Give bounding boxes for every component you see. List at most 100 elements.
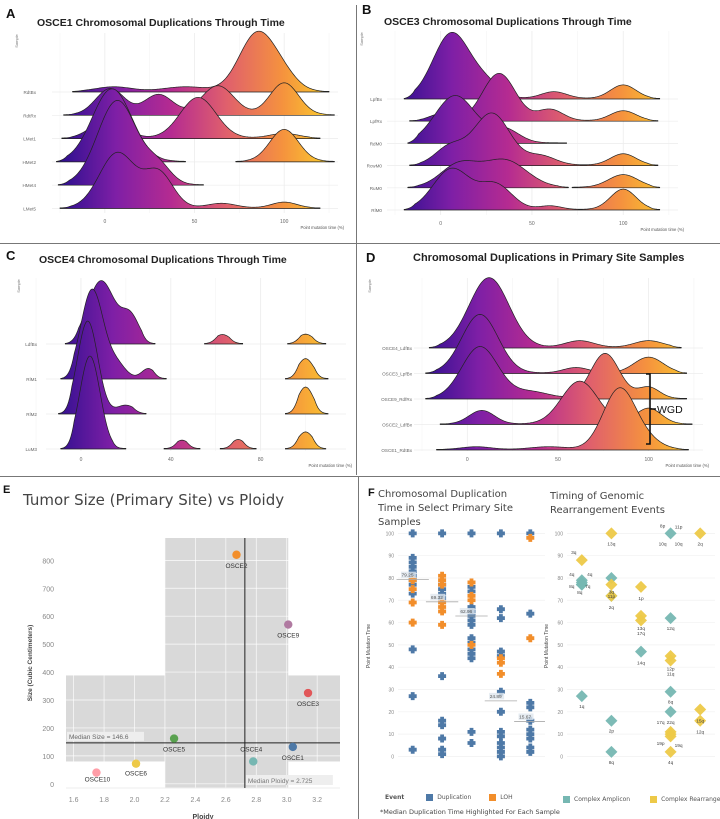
sample-label: RlM1 bbox=[26, 377, 37, 382]
ridge-OSCE9_RdfRx bbox=[425, 346, 688, 400]
y-tick-label: 50 bbox=[557, 643, 563, 649]
chart-title-f1: Chromosomal Duplication Time in Select P… bbox=[378, 489, 513, 528]
y-tick-label: 20 bbox=[388, 710, 394, 716]
data-point-cross bbox=[438, 585, 447, 594]
data-point-amplicon bbox=[664, 612, 677, 625]
data-point-cross bbox=[526, 716, 535, 725]
event-label: 11p bbox=[608, 594, 616, 600]
ridge-LuM3 bbox=[60, 355, 327, 450]
event-label: 17q bbox=[657, 720, 665, 726]
median-ploidy-label: Median Ploidy = 2.725 bbox=[248, 778, 313, 785]
ridge-LMet5 bbox=[59, 151, 321, 209]
chart-title-b: OSCE3 Chromosomal Duplications Through T… bbox=[384, 16, 632, 28]
data-point-cross bbox=[408, 598, 417, 607]
data-point-cross bbox=[496, 669, 505, 678]
y-tick-label: 700 bbox=[42, 586, 54, 593]
data-point-rearrangement bbox=[664, 728, 677, 741]
data-point-cross bbox=[526, 730, 535, 739]
data-point-rearrangement bbox=[694, 703, 707, 716]
data-point-cross bbox=[496, 747, 505, 756]
data-point-cross bbox=[467, 578, 476, 587]
ridge-chart-primary-site: 0 50 100 Sample Point mutation time (%) OSCE4… bbox=[367, 277, 710, 468]
divider-vertical-bottom bbox=[358, 476, 359, 819]
event-label: 1q bbox=[579, 704, 585, 710]
legend-swatch-complex-rearrangement bbox=[650, 796, 658, 803]
median-size-label-bg bbox=[67, 731, 144, 741]
event-label: 8p bbox=[660, 523, 666, 529]
sample-label: LpfBx bbox=[370, 97, 382, 102]
data-point-cross bbox=[496, 732, 505, 741]
ridge-density bbox=[403, 167, 661, 211]
data-point-cross bbox=[467, 602, 476, 611]
sample-label: LuM3 bbox=[26, 447, 38, 452]
x-tick-label: 2.4 bbox=[191, 797, 201, 804]
data-point-cross bbox=[467, 616, 476, 625]
data-point-cross bbox=[496, 752, 505, 761]
legend-f2: Complex Amplicon Complex Rearrangement bbox=[563, 796, 720, 803]
data-point-cross bbox=[438, 571, 447, 580]
ridge-density bbox=[72, 30, 330, 93]
scatter-rearrangement-timing: 0102030405060708090100OSCE1_RdtBxOSCE9_R… bbox=[544, 523, 715, 766]
x-axis-label: Ploidy bbox=[192, 814, 213, 819]
data-point-cross bbox=[496, 605, 505, 614]
y-tick-label: 10 bbox=[388, 732, 394, 738]
event-label: 3q bbox=[571, 550, 577, 556]
median-label: 79.25 bbox=[402, 573, 414, 579]
event-label: 17q bbox=[637, 631, 645, 637]
y-tick-label: 90 bbox=[388, 554, 394, 560]
median-label-bg bbox=[459, 607, 475, 615]
data-point-rearrangement bbox=[694, 527, 707, 540]
sample-label: RuM0 bbox=[370, 186, 383, 191]
data-point-cross bbox=[496, 743, 505, 752]
data-point-cross bbox=[467, 739, 476, 748]
median-ploidy-label-bg bbox=[245, 775, 333, 785]
data-point-osce2 bbox=[232, 550, 241, 559]
data-point-cross bbox=[467, 591, 476, 600]
sample-label: HMet4 bbox=[22, 183, 36, 188]
y-axis-label: Point Mutation Time bbox=[544, 624, 550, 668]
data-point-cross bbox=[438, 750, 447, 759]
x-tick-label: 0 bbox=[439, 221, 442, 227]
legend-label-complex-amplicon: Complex Amplicon bbox=[574, 796, 631, 803]
data-point-cross bbox=[408, 745, 417, 754]
legend-title: Event bbox=[385, 794, 405, 801]
ridge-density bbox=[403, 31, 661, 100]
shaded-region bbox=[66, 675, 165, 762]
data-point-amplicon bbox=[635, 645, 647, 658]
panel-letter-d: D bbox=[366, 250, 376, 265]
sample-label: LMet1 bbox=[23, 137, 36, 142]
data-point-cross bbox=[496, 739, 505, 748]
event-label: 13q bbox=[637, 626, 645, 632]
ridge-density bbox=[59, 151, 321, 209]
sample-label: RdtBx bbox=[23, 90, 36, 95]
chart-title-a: OSCE1 Chromosomal Duplications Through T… bbox=[37, 17, 285, 29]
x-tick-label: 2.2 bbox=[160, 797, 170, 804]
sample-label: HMet2 bbox=[22, 160, 36, 165]
x-tick-label: 50 bbox=[529, 221, 535, 227]
legend-label-loh: LOH bbox=[500, 794, 513, 801]
scatter-tumor-size-vs-ploidy: 0 100 200 300 400 500 600 700 800 1.6 1.8 2.0 2.2 2.4… bbox=[27, 538, 340, 819]
event-label: 7q bbox=[585, 584, 591, 590]
panel-letter-b: B bbox=[362, 2, 372, 17]
y-tick-label: 100 bbox=[555, 531, 564, 537]
event-label: 8q bbox=[577, 590, 583, 596]
data-point-cross bbox=[526, 734, 535, 743]
event-label: 8q bbox=[609, 760, 615, 766]
ridge-LpfBx bbox=[403, 31, 661, 100]
data-point-cross bbox=[496, 658, 505, 667]
divider-vertical-top bbox=[356, 5, 357, 475]
ridge-density-peak bbox=[204, 334, 244, 345]
data-point-cross bbox=[496, 647, 505, 656]
y-tick-label: 70 bbox=[557, 598, 563, 604]
y-axis-label: Sample bbox=[360, 31, 364, 45]
panel-letter-a: A bbox=[6, 6, 16, 21]
y-tick-label: 80 bbox=[557, 576, 563, 582]
event-label: 8q bbox=[668, 700, 674, 706]
data-point-rearrangement bbox=[635, 614, 647, 627]
sample-label: OSCE9_RdfRx bbox=[381, 397, 413, 402]
event-label: 2p bbox=[609, 729, 615, 735]
x-tick-label: 0 bbox=[466, 457, 469, 463]
median-label: 69.32 bbox=[431, 595, 443, 601]
data-point-rearrangement bbox=[694, 714, 707, 727]
data-point-cross bbox=[438, 598, 447, 607]
